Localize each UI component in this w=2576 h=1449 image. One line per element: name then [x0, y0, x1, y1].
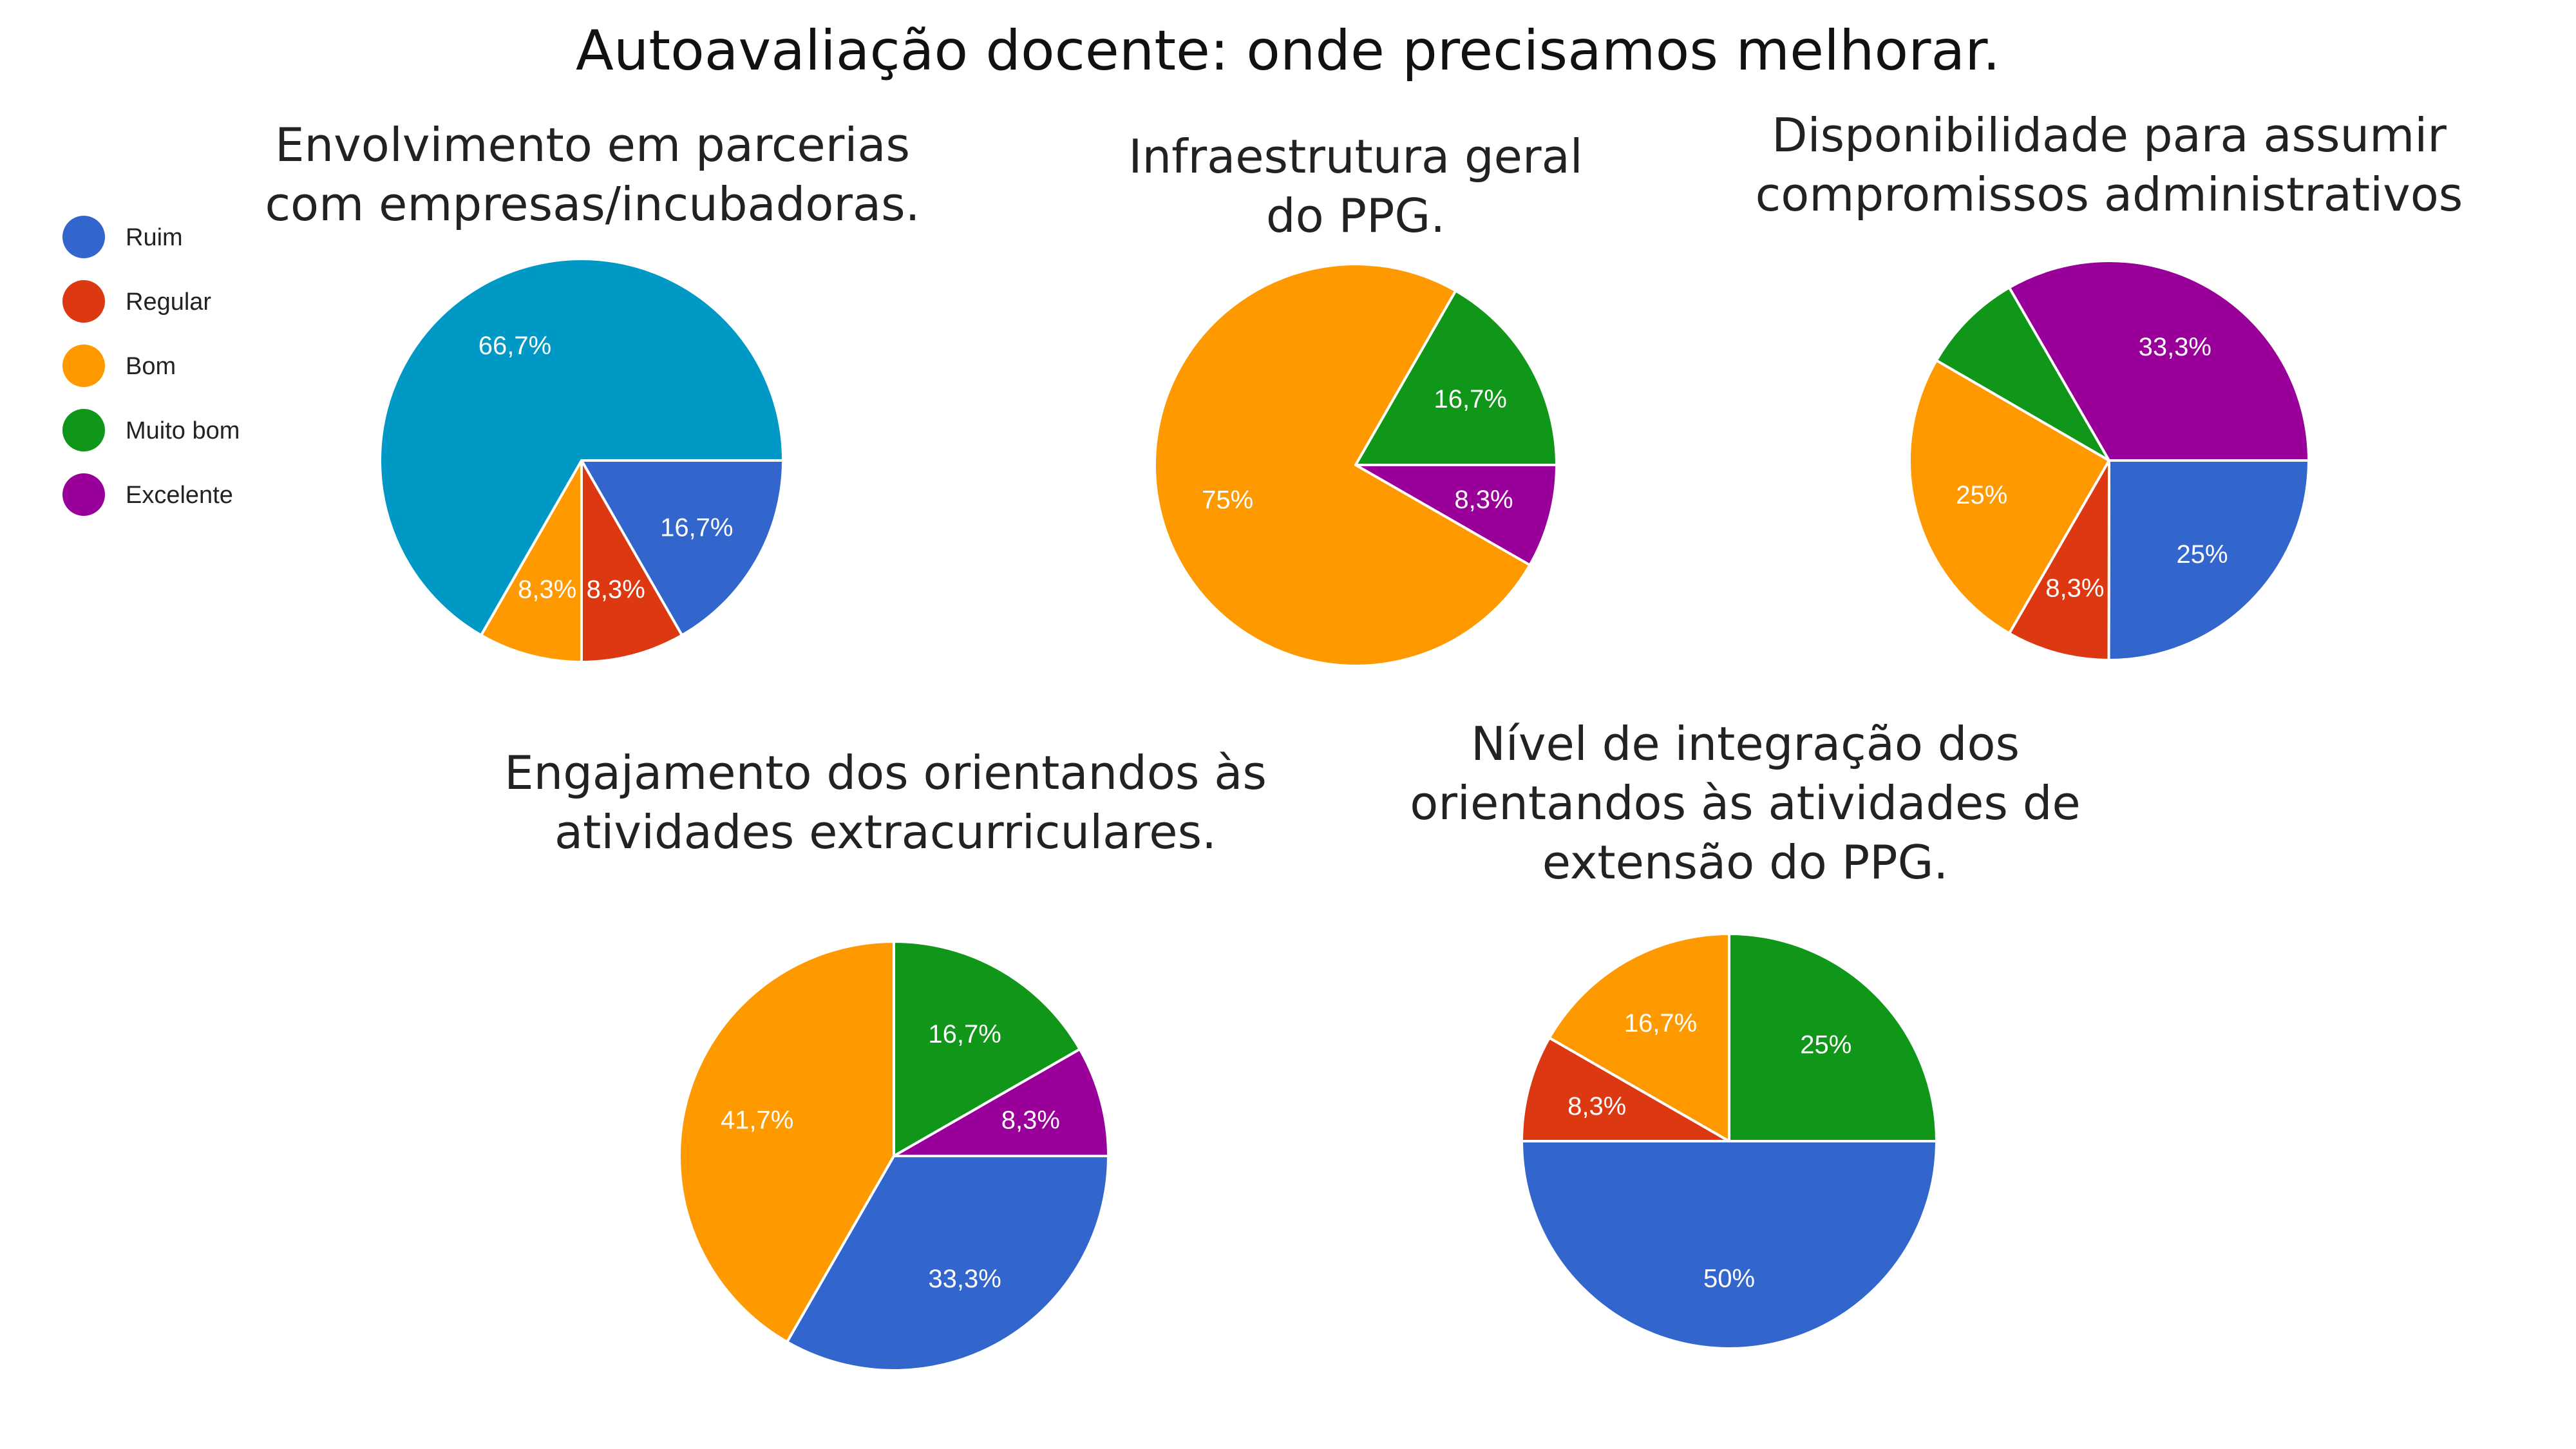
pie-slice [1935, 286, 2110, 462]
legend-item: Ruim [62, 216, 183, 258]
slice-label: 16,7% [1624, 1009, 1697, 1037]
pie-chart: Engajamento dos orientandos àsatividades… [504, 746, 1267, 1372]
pie-slice [1354, 289, 1558, 466]
legend-swatch [62, 473, 105, 516]
pie-slice [1153, 263, 1531, 667]
pie-slice [580, 459, 784, 637]
legend-label: Muito bom [126, 417, 240, 444]
legend-label: Ruim [126, 224, 183, 251]
legend-label: Excelente [126, 482, 233, 509]
legend-swatch [62, 280, 105, 323]
legend-swatch [62, 216, 105, 258]
legend-label: Bom [126, 353, 176, 380]
pie-slice [580, 459, 683, 663]
slice-label: 8,3% [587, 576, 645, 604]
pie-slice [1520, 1036, 1730, 1142]
legend-item: Excelente [62, 473, 233, 516]
pie-slice [480, 459, 583, 663]
pie-slice [786, 1155, 1110, 1372]
slice-label: 16,7% [928, 1020, 1001, 1048]
legend-item: Bom [62, 345, 176, 387]
chart-title: Envolvimento em parcerias [275, 118, 910, 172]
pie-slice [2008, 260, 2310, 462]
chart-title: Nível de integração dos [1471, 717, 2020, 771]
pie-slice [1354, 464, 1558, 567]
pie-slice [379, 258, 784, 637]
slice-label: 16,7% [1434, 385, 1507, 413]
chart-title: orientandos às atividades de [1410, 776, 2080, 830]
legend: Ruim Regular Bom Muito bom Excelente [62, 216, 240, 516]
chart-title: com empresas/incubadoras. [265, 177, 920, 231]
legend-swatch [62, 409, 105, 451]
slice-label: 41,7% [721, 1106, 793, 1134]
slice-label: 8,3% [1454, 486, 1513, 514]
pie-slice [2008, 459, 2110, 661]
pie-slice [1548, 933, 1730, 1142]
slice-label: 66,7% [478, 332, 551, 360]
slice-label: 8,3% [2045, 574, 2104, 603]
slice-label: 25% [2177, 540, 2228, 569]
chart-title: atividades extracurriculares. [554, 805, 1217, 859]
pie-slice [893, 940, 1081, 1157]
slice-label: 25% [1956, 481, 2007, 509]
chart-title: Engajamento dos orientandos às [504, 746, 1267, 800]
pie-slice [678, 940, 895, 1343]
legend-item: Muito bom [62, 409, 240, 451]
chart-title: Disponibilidade para assumir [1772, 108, 2447, 162]
slice-label: 8,3% [518, 576, 576, 604]
slice-label: 8,3% [1567, 1092, 1626, 1121]
pie-chart: Disponibilidade para assumircompromissos… [1756, 108, 2463, 662]
pie-slice [2107, 459, 2310, 662]
legend-label: Regular [126, 289, 211, 316]
slice-label: 16,7% [660, 513, 733, 542]
pie-slice [1728, 933, 1938, 1142]
slice-label: 50% [1703, 1265, 1755, 1293]
slice-label: 25% [1800, 1031, 1852, 1059]
chart-title: Infraestrutura geral [1128, 129, 1582, 184]
legend-item: Regular [62, 280, 211, 323]
slice-label: 33,3% [928, 1265, 1001, 1293]
pie-slice [1908, 359, 2110, 635]
legend-swatch [62, 345, 105, 387]
slice-label: 33,3% [2139, 333, 2211, 361]
slice-label: 75% [1202, 486, 1253, 515]
chart-title: compromissos administrativos [1756, 167, 2463, 222]
chart-title: extensão do PPG. [1542, 835, 1949, 889]
pie-slice [1520, 1140, 1938, 1350]
pie-slice [893, 1048, 1110, 1157]
main-title: Autoavaliação docente: onde precisamos m… [576, 19, 2000, 83]
chart-title: do PPG. [1266, 189, 1445, 243]
slice-label: 8,3% [1001, 1106, 1060, 1134]
